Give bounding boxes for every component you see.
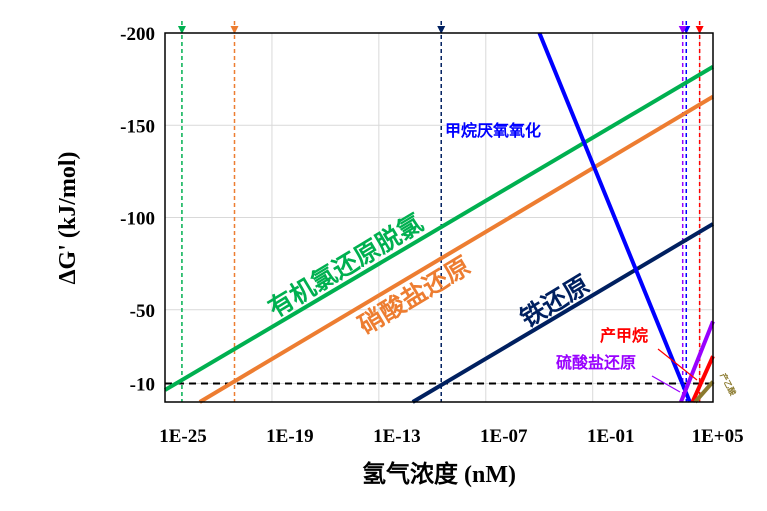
y-tick-label: -50 bbox=[130, 301, 155, 322]
methanogenesis-pointer bbox=[657, 348, 698, 381]
label-methane-oxidation: 甲烷厌氧氧化 bbox=[445, 121, 541, 140]
series-line bbox=[693, 380, 715, 404]
plot-frame bbox=[164, 32, 714, 403]
x-tick-label: 1E-01 bbox=[587, 426, 635, 447]
series-lines bbox=[163, 32, 715, 404]
label-methanogenesis: 产甲烷 bbox=[600, 326, 648, 345]
sulfate-pointer bbox=[651, 375, 681, 393]
series-line bbox=[411, 222, 715, 404]
y-tick-label: -150 bbox=[120, 116, 155, 137]
gridlines bbox=[164, 32, 713, 402]
y-tick-label: -10 bbox=[130, 375, 155, 396]
y-tick-label: -100 bbox=[120, 209, 155, 230]
label-sulfate: 硫酸盐还原 bbox=[556, 353, 636, 372]
x-tick-label: 1E-25 bbox=[159, 426, 207, 447]
label-acetogenesis: 产乙酸 bbox=[718, 371, 739, 398]
label-iron: 铁还原 bbox=[515, 270, 594, 333]
x-axis-label: 氢气浓度 (nM) bbox=[362, 460, 516, 488]
series-line bbox=[163, 65, 715, 392]
x-tick-label: 1E-19 bbox=[266, 426, 314, 447]
series-line bbox=[690, 355, 715, 403]
down-arrow-icon bbox=[230, 26, 239, 34]
x-tick-label: 1E+05 bbox=[692, 426, 744, 447]
down-arrow-icon bbox=[695, 26, 704, 34]
y-tick-label: -200 bbox=[120, 24, 155, 45]
y-axis-label: ΔG' (kJ/mol) bbox=[55, 151, 81, 284]
x-tick-label: 1E-13 bbox=[373, 426, 421, 447]
x-tick-label: 1E-07 bbox=[480, 426, 528, 447]
tick-labels: -200 -150 -100 -50 -10 1E-25 1E-19 1E-13 1E-07 1E… bbox=[120, 24, 743, 447]
down-arrow-icon bbox=[177, 26, 186, 34]
series-line bbox=[198, 94, 715, 404]
series-line bbox=[679, 320, 715, 403]
down-arrow-icon bbox=[678, 26, 687, 34]
down-arrow-icon bbox=[437, 26, 446, 34]
series-line bbox=[537, 32, 692, 403]
